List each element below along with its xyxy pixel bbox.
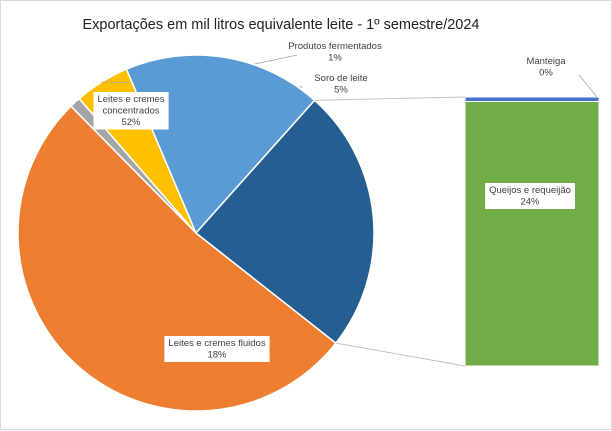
label-percent: 52% [121, 117, 141, 128]
chart-title: Exportações em mil litros equivalente le… [82, 17, 480, 33]
label-category: Soro de leite [314, 73, 367, 84]
label-category: Manteiga [526, 56, 566, 67]
label-category: Leites e cremes fluidos [168, 338, 265, 349]
bar-segment-queijos-e-requeijao [464, 100, 600, 367]
label-percent: 0% [539, 68, 553, 79]
label-category: Produtos fermentados [288, 41, 382, 52]
pie-slice-leites-e-cremes-concentrados [17, 105, 337, 412]
pie-slice-outros [194, 99, 375, 345]
connector-line-top [314, 96, 466, 101]
label-box [164, 336, 270, 362]
pie-slice-leites-e-cremes-fluidos [125, 54, 316, 235]
label-percent: 24% [520, 197, 540, 208]
label-percent: 18% [207, 350, 227, 361]
leader-line-manteiga [578, 74, 598, 98]
label-percent: 1% [328, 53, 342, 64]
connector-line-bottom [335, 342, 466, 367]
label-percent: 5% [334, 85, 348, 96]
label-box [93, 92, 169, 130]
label-category: concentrados [102, 106, 159, 117]
label-box [485, 183, 575, 209]
bar-segment-manteiga [464, 96, 600, 102]
label-category: Leites e cremes [97, 94, 164, 105]
label-category: Queijos e requeijão [489, 185, 571, 196]
